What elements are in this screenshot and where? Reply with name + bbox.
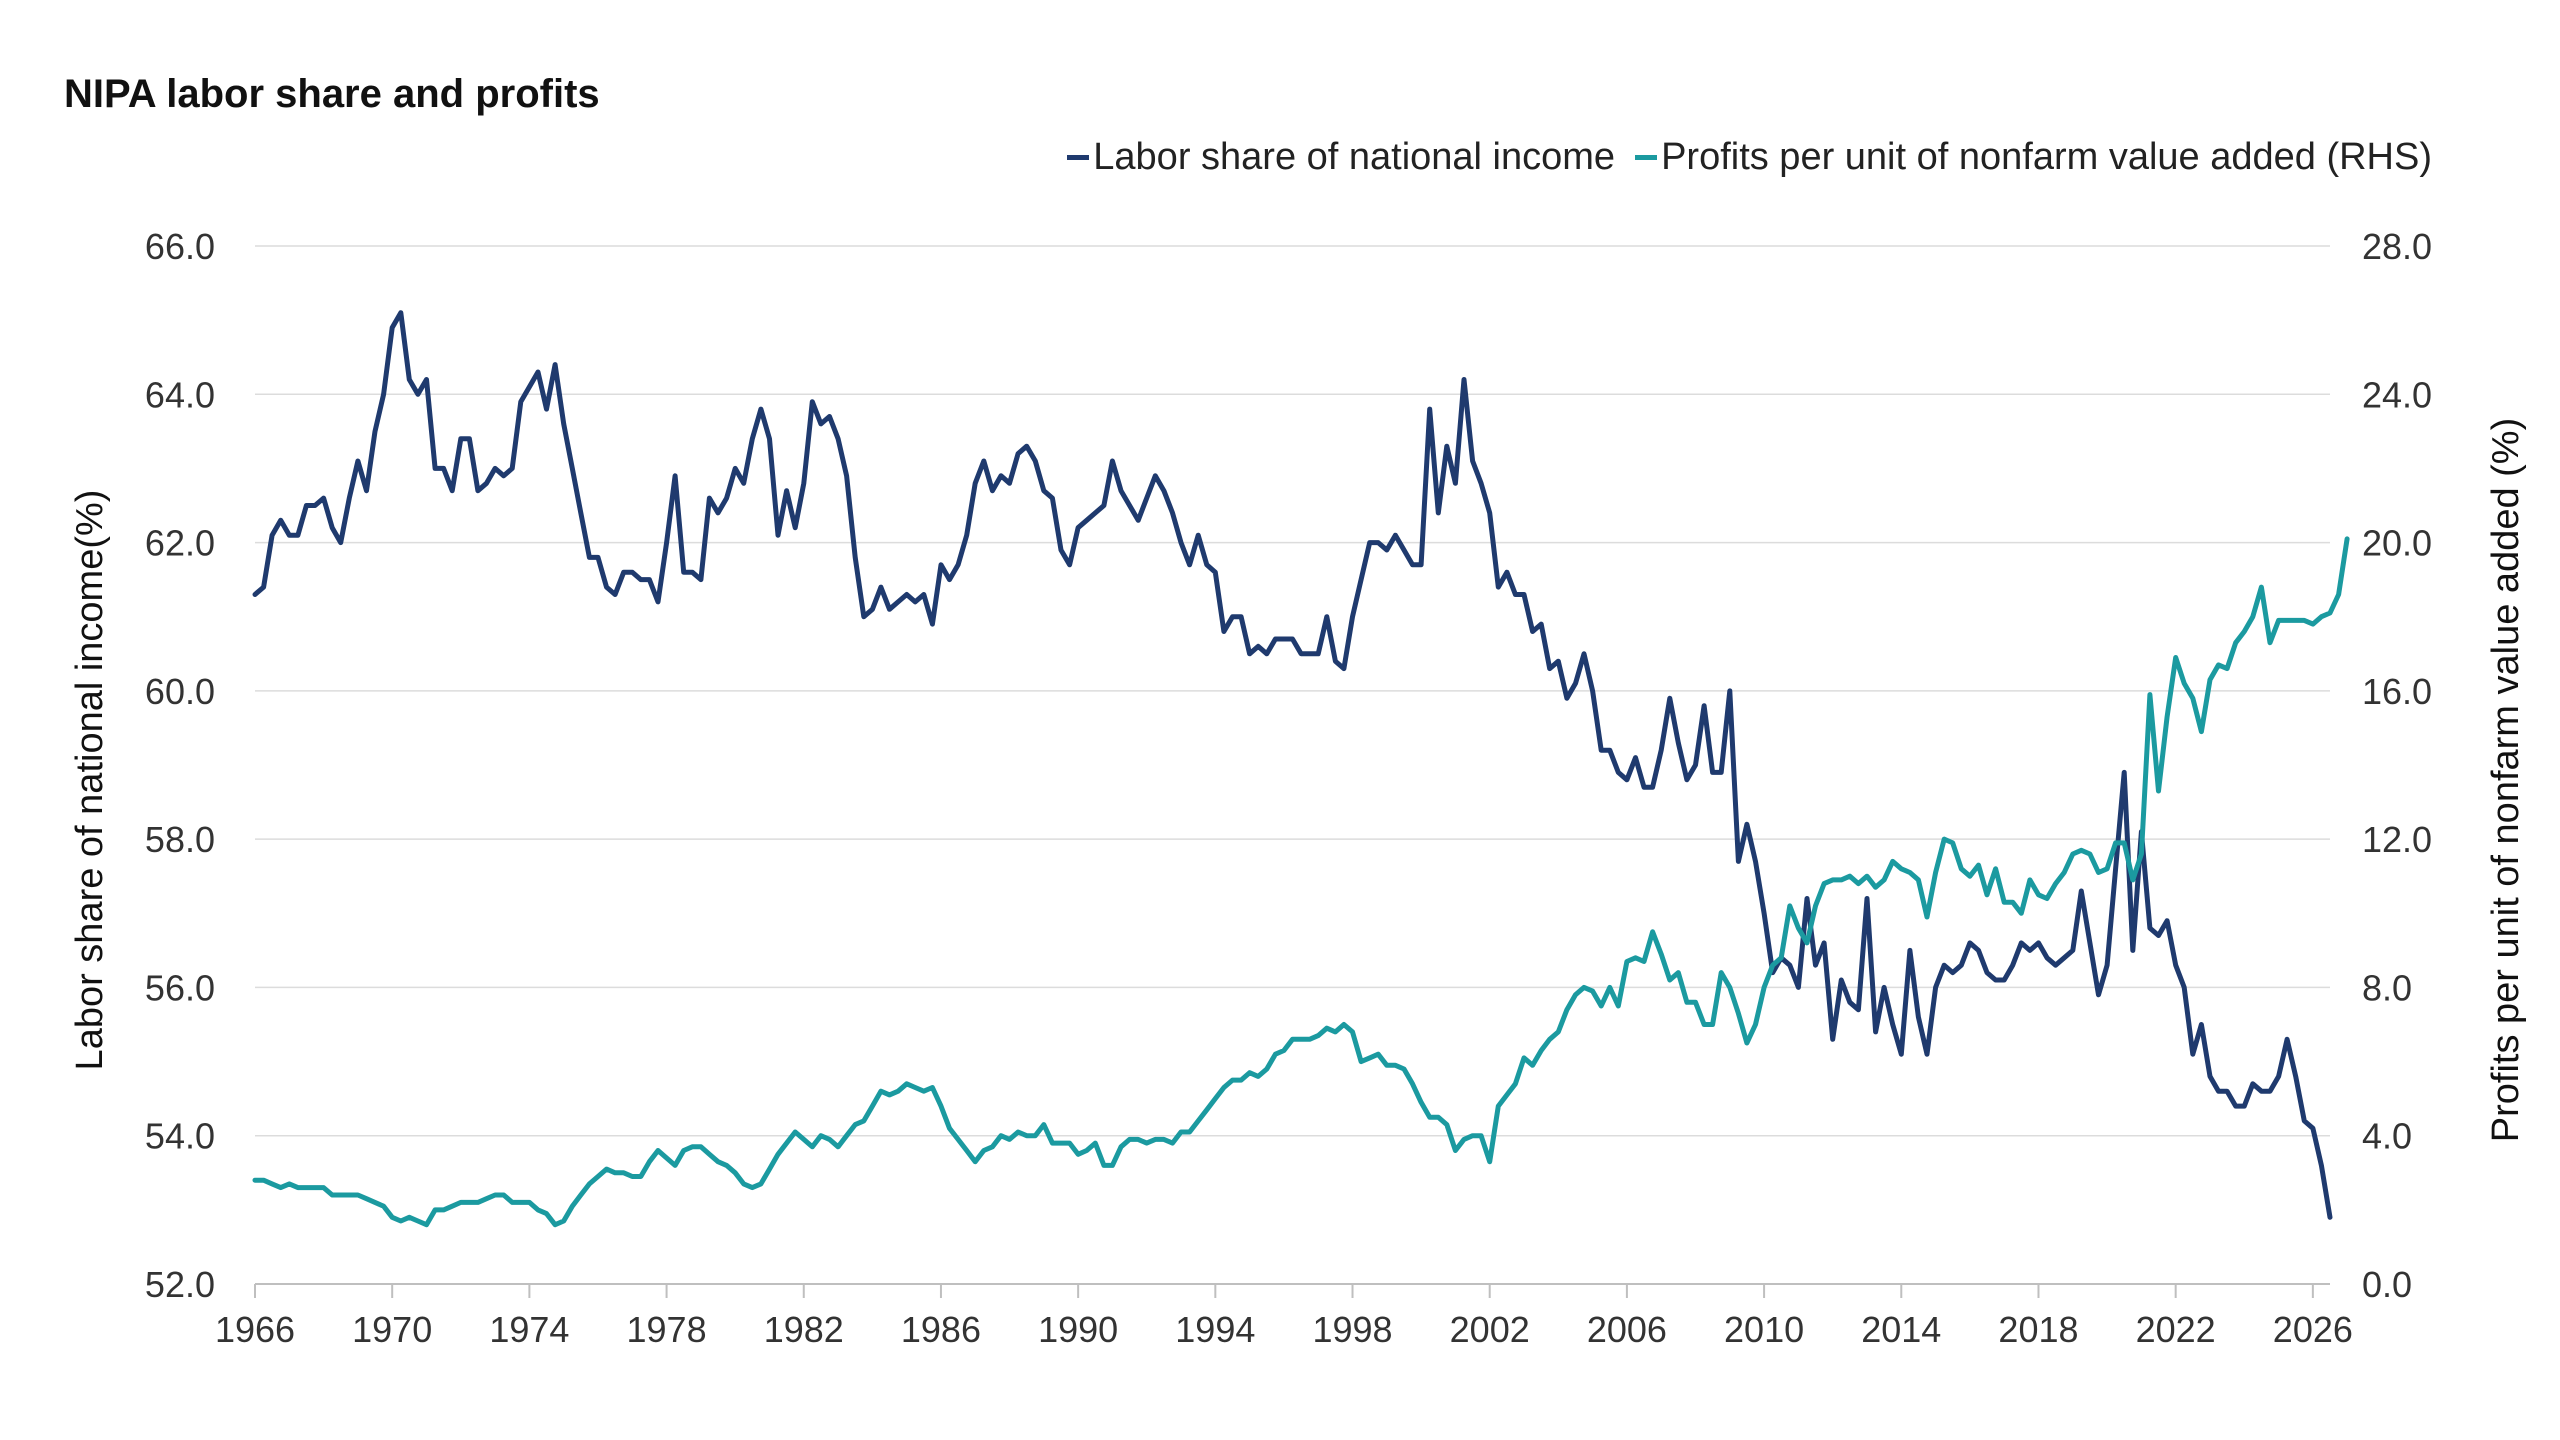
x-tick-label: 2018 [1998, 1309, 2078, 1350]
y-axis-right: 0.0 4.0 8.0 12.0 16.0 20.0 24.0 28.0 [2362, 226, 2432, 1305]
y-right-tick-label: 16.0 [2362, 671, 2432, 712]
y-left-tick-label: 60.0 [145, 671, 215, 712]
x-tick-label: 1998 [1312, 1309, 1392, 1350]
y-axis-left: 52.0 54.0 56.0 58.0 60.0 62.0 64.0 66.0 [145, 226, 215, 1305]
x-tick-label: 2022 [2136, 1309, 2216, 1350]
y-axis-left-title: Labor share of national income(%) [69, 490, 111, 1071]
x-tick-label: 1990 [1038, 1309, 1118, 1350]
x-tick-label: 1970 [352, 1309, 432, 1350]
x-tick-label: 1966 [215, 1309, 295, 1350]
x-axis: 1966 1970 1974 1978 1982 1986 1990 1994 1998 2002… [215, 1283, 2353, 1350]
x-tick-label: 2006 [1587, 1309, 1667, 1350]
y-left-tick-label: 54.0 [145, 1116, 215, 1157]
y-right-tick-label: 20.0 [2362, 523, 2432, 564]
profits-line [252, 536, 2350, 1228]
y-left-tick-label: 64.0 [145, 374, 215, 415]
gridlines [255, 245, 2330, 1137]
legend-item-labor-share: Labor share of national income [1067, 136, 1615, 179]
x-tick-label: 1986 [901, 1309, 981, 1350]
x-tick-label: 1982 [764, 1309, 844, 1350]
y-right-tick-label: 28.0 [2362, 226, 2432, 267]
y-left-tick-label: 62.0 [145, 523, 215, 564]
x-tick-label: 2002 [1450, 1309, 1530, 1350]
y-right-tick-label: 24.0 [2362, 374, 2432, 415]
y-right-tick-label: 12.0 [2362, 819, 2432, 860]
y-left-tick-label: 66.0 [145, 226, 215, 267]
y-left-tick-label: 58.0 [145, 819, 215, 860]
x-tick-label: 1994 [1175, 1309, 1255, 1350]
chart-title: NIPA labor share and profits [64, 72, 600, 116]
x-tick-label: 2026 [2273, 1309, 2353, 1350]
y-left-tick-label: 52.0 [145, 1264, 215, 1305]
y-right-tick-label: 0.0 [2362, 1264, 2412, 1305]
y-right-tick-label: 4.0 [2362, 1116, 2412, 1157]
y-left-tick-label: 56.0 [145, 967, 215, 1008]
x-tick-label: 1978 [627, 1309, 707, 1350]
legend-label-labor-share: Labor share of national income [1093, 136, 1616, 178]
legend-swatch-labor-share [1067, 155, 1090, 160]
x-tick-label: 2010 [1724, 1309, 1804, 1350]
x-tick-label: 2014 [1861, 1309, 1941, 1350]
labor-share-line [252, 310, 2333, 1220]
chart-legend: Labor share of national income Profits p… [1067, 136, 2432, 179]
x-tick-label: 1974 [489, 1309, 569, 1350]
legend-swatch-profits [1635, 155, 1658, 160]
legend-item-profits: Profits per unit of nonfarm value added … [1635, 136, 2432, 179]
series-lines [252, 310, 2350, 1228]
y-axis-right-title: Profits per unit of nonfarm value added … [2485, 418, 2527, 1143]
y-right-tick-label: 8.0 [2362, 967, 2412, 1008]
legend-label-profits: Profits per unit of nonfarm value added … [1661, 136, 2432, 178]
